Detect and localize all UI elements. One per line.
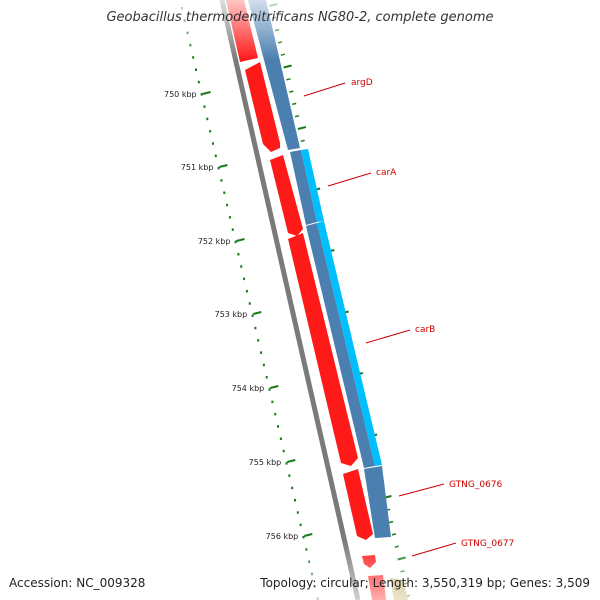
ruler-minor-tick	[200, 93, 203, 96]
accession-label: Accession:	[9, 576, 73, 590]
ruler-minor-tick	[288, 474, 291, 477]
gene-GTNG_0676-forward[interactable]	[343, 469, 373, 540]
inner-ruler-tick	[283, 64, 292, 69]
ruler-minor-tick	[271, 400, 274, 404]
bottom-fade	[0, 540, 600, 600]
ruler-tick-label: 752 kbp	[198, 237, 231, 246]
gene-label-carA[interactable]: carA	[376, 168, 397, 178]
ruler-tick-label: 756 kbp	[266, 532, 299, 541]
ruler-minor-tick	[260, 351, 263, 354]
ruler-major-tick	[252, 311, 262, 315]
ruler-minor-tick	[268, 388, 271, 391]
ruler-major-tick	[304, 533, 313, 537]
gene-label-GTNG_0676[interactable]: GTNG_0676	[449, 480, 503, 490]
genes-value: 3,509	[555, 576, 590, 590]
top-fade	[0, 0, 600, 60]
ruler-minor-tick	[237, 253, 240, 256]
ruler-tick-label: 751 kbp	[181, 163, 214, 172]
gene-carB-reverse[interactable]	[306, 223, 375, 468]
backbone-line	[219, 0, 361, 600]
ruler-minor-tick	[296, 511, 299, 514]
gene-carA-highlight[interactable]	[301, 149, 324, 222]
ruler-minor-tick	[228, 216, 231, 219]
ruler-minor-tick	[251, 314, 254, 317]
ruler-major-tick	[219, 164, 228, 168]
ruler-minor-tick	[279, 437, 282, 440]
inner-ruler-tick	[391, 533, 397, 536]
genome-stats: Topology: circular; Length: 3,550,319 bp…	[260, 576, 590, 590]
ruler-minor-tick	[234, 240, 237, 244]
ruler-minor-tick	[265, 376, 268, 379]
ruler-major-tick	[269, 385, 279, 389]
gene-label-argD[interactable]: argD	[351, 78, 373, 88]
genes-label: Genes:	[509, 576, 552, 590]
ruler-minor-tick	[294, 499, 296, 502]
gene-label-carB[interactable]: carB	[415, 325, 435, 335]
gene-GTNG_0676-reverse[interactable]	[364, 466, 391, 538]
ruler-minor-tick	[302, 535, 305, 539]
gene-argD-forward[interactable]	[245, 62, 280, 152]
ruler-major-tick	[236, 238, 245, 242]
ruler-tick-label: 750 kbp	[164, 90, 197, 99]
ruler-minor-tick	[220, 179, 223, 182]
ruler-minor-tick	[197, 80, 200, 84]
ruler-minor-tick	[245, 289, 248, 293]
ruler-tick-label: 754 kbp	[232, 384, 265, 393]
inner-ruler-tick	[388, 520, 394, 524]
ruler-major-tick	[287, 459, 296, 463]
ruler-minor-tick	[282, 449, 285, 453]
major-ticks: 750 kbp 751 kbp 752 kbp 753 kbp 754 kbp 755 k…	[164, 90, 313, 541]
gene-label-GTNG_0677[interactable]: GTNG_0677	[461, 539, 514, 549]
topology-value: circular	[320, 576, 365, 590]
ruler-minor-tick	[211, 142, 214, 145]
topology-label: Topology:	[260, 576, 317, 590]
gene-labels: argD carA carB GTNG_0676 GTNG_0677	[303, 78, 514, 557]
ruler-minor-tick	[203, 105, 206, 108]
ruler-minor-tick	[254, 326, 257, 330]
accession-value: NC_009328	[76, 576, 146, 590]
length-label: Length:	[372, 576, 419, 590]
ruler-minor-tick	[243, 277, 246, 281]
ruler-minor-tick	[285, 462, 288, 465]
ruler-minor-tick	[299, 523, 302, 527]
outer-ruler	[180, 7, 319, 600]
gene-carA-forward[interactable]	[270, 155, 303, 236]
ruler-minor-tick	[206, 117, 209, 121]
gene-carB-forward[interactable]	[288, 233, 358, 466]
inner-ruler-tick	[292, 102, 297, 106]
ruler-tick-label: 755 kbp	[249, 458, 282, 467]
inner-ruler-tick	[294, 114, 300, 118]
ruler-minor-tick	[217, 166, 220, 170]
length-value: 3,550,319 bp	[421, 576, 502, 590]
ruler-minor-tick	[231, 228, 234, 231]
inner-ruler-tick	[286, 78, 291, 81]
ruler-minor-tick	[262, 363, 265, 367]
inner-ruler-tick	[289, 90, 294, 93]
gene-carB-highlight[interactable]	[317, 221, 382, 466]
ruler-major-tick	[202, 91, 211, 95]
accession-info: Accession: NC_009328	[9, 576, 145, 590]
map-title: Geobacillus thermodenitrificans NG80-2, …	[106, 10, 494, 25]
ruler-minor-tick	[274, 412, 277, 416]
ruler-minor-tick	[291, 486, 294, 490]
ruler-tick-label: 753 kbp	[215, 310, 248, 319]
gene-carA-reverse[interactable]	[290, 150, 317, 225]
ruler-minor-tick	[223, 191, 226, 194]
ruler-minor-tick	[226, 203, 229, 207]
inner-ruler-tick	[297, 126, 307, 130]
ruler-minor-tick	[277, 425, 280, 428]
ruler-minor-tick	[214, 154, 217, 158]
ruler-minor-tick	[240, 265, 243, 268]
ruler-minor-tick	[209, 130, 212, 133]
inner-ruler-tick	[300, 139, 305, 143]
ruler-minor-tick	[257, 339, 260, 342]
ruler-minor-tick	[248, 302, 251, 305]
ruler-minor-tick	[194, 68, 197, 71]
